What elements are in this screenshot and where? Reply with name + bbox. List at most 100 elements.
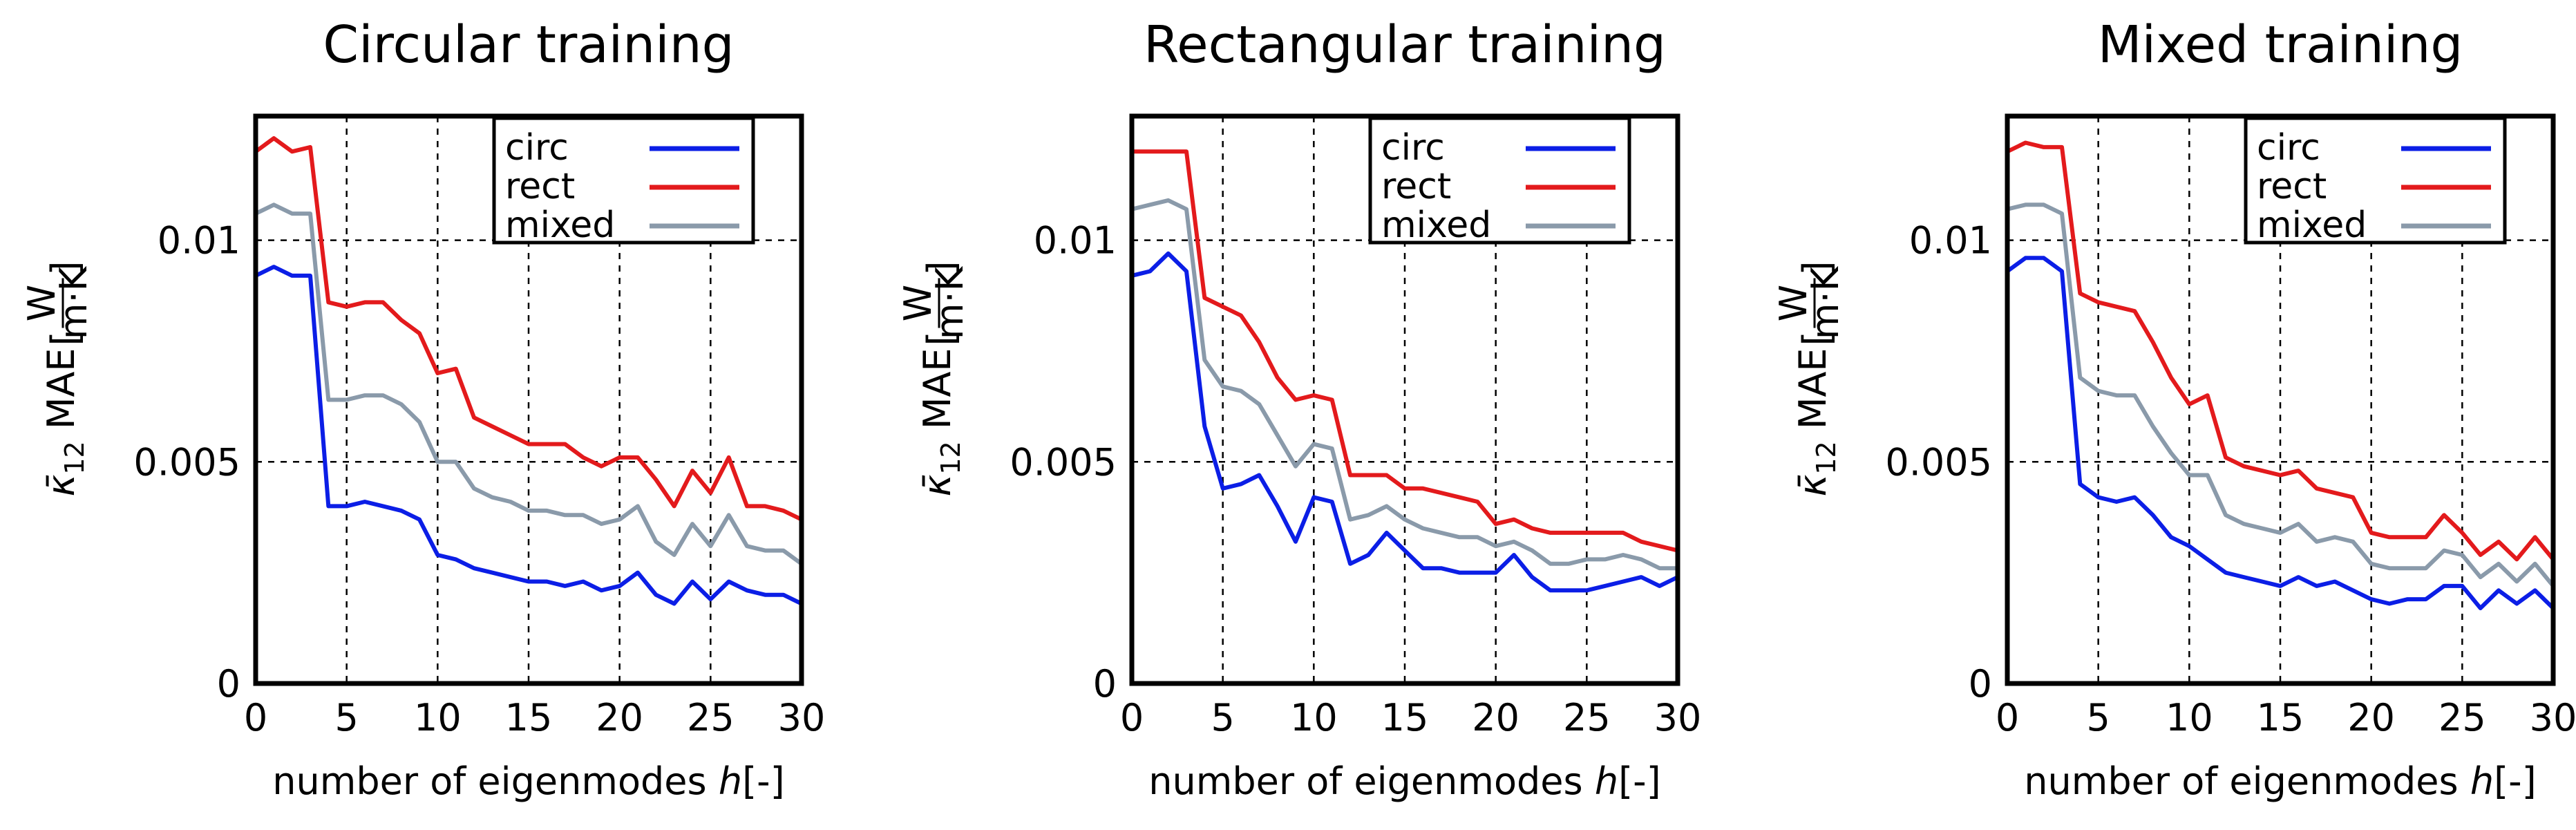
y-tick-label: 0 [217, 662, 240, 706]
series-line-circ [254, 265, 803, 606]
y-axis-label: κ̄12 MAE [ Wm·K] [1772, 261, 1847, 496]
y-axis-label-main: κ̄12 MAE [39, 348, 90, 496]
y-axis-bracket-left: [ [44, 331, 87, 346]
y-axis-label-subscript: 12 [1811, 441, 1841, 474]
chart-panel-2: Rectangular training 0 5 10 15 20 25 30 0 0.005 0.… [896, 15, 1701, 803]
y-tick-label: 0.01 [1909, 219, 1992, 263]
y-axis-label: κ̄12 MAE [ Wm·K] [896, 261, 972, 496]
x-tick-label: 25 [687, 696, 735, 739]
y-tick-label: 0 [1969, 662, 1992, 706]
y-axis-unit-numerator: W [896, 285, 940, 321]
x-tick-label: 15 [1381, 696, 1429, 739]
x-tick-label: 25 [2438, 696, 2486, 739]
y-axis-unit-denominator: m·K [52, 265, 95, 339]
series-line-mixed [1131, 198, 1678, 571]
x-tick-label: 15 [2257, 696, 2304, 739]
series-line-rect [1132, 149, 1678, 553]
x-axis-label-var: h [2470, 760, 2494, 803]
legend-box [2244, 116, 2507, 245]
legend-label-mixed: mixed [1381, 205, 1491, 246]
x-tick-label: 30 [778, 696, 826, 739]
series-line-circ [1131, 251, 1679, 593]
y-axis-label-space [39, 429, 83, 441]
series-line-rect [2006, 140, 2555, 562]
legend-label-mixed: mixed [2257, 205, 2367, 246]
y-axis-unit-numerator: W [1772, 285, 1815, 321]
y-axis-bracket-right: ] [1795, 261, 1839, 275]
x-axis-label-text: number of eigenmodes [2024, 760, 2458, 803]
legend-label-circ: circ [2257, 127, 2320, 169]
x-axis-label-text: number of eigenmodes [1148, 760, 1582, 803]
y-axis-unit-denominator: m·K [928, 265, 972, 339]
y-axis-unit-numerator: W [20, 285, 64, 321]
y-axis-label-mae: MAE [1791, 348, 1835, 429]
y-axis-unit-denominator: m·K [1803, 265, 1847, 339]
y-tick-label: 0.01 [1034, 219, 1117, 263]
y-tick-label: 0.01 [158, 219, 240, 263]
series-line-circ [2006, 256, 2555, 610]
x-tick-label: 10 [1290, 696, 1338, 739]
x-axis-label-unit: [-] [2494, 760, 2537, 803]
x-axis-label-var: h [719, 760, 742, 803]
y-axis-label-space [916, 429, 959, 441]
series-line-rect [254, 136, 803, 522]
x-axis-label: number of eigenmodes h[-] [272, 760, 784, 803]
plot-frame [2005, 113, 2556, 686]
y-axis-label-symbol: κ̄ [1791, 475, 1835, 497]
x-tick-label: 10 [2166, 696, 2213, 739]
y-axis-label-main: κ̄12 MAE [916, 348, 966, 496]
y-axis-label-main: κ̄12 MAE [1791, 348, 1841, 496]
x-tick-label: 5 [1211, 696, 1234, 739]
y-axis-bracket-left: [ [1795, 331, 1839, 346]
x-tick-label: 25 [1563, 696, 1611, 739]
y-axis-label-symbol: κ̄ [39, 475, 83, 497]
x-axis-label-text: number of eigenmodes [272, 760, 706, 803]
legend-label-rect: rect [505, 166, 575, 207]
x-tick-label: 15 [505, 696, 553, 739]
x-axis-label: number of eigenmodes h[-] [2024, 760, 2536, 803]
legend-label-rect: rect [2257, 166, 2327, 207]
x-tick-label: 20 [1472, 696, 1519, 739]
y-tick-label: 0.005 [1010, 440, 1117, 484]
y-axis-label-mae: MAE [39, 348, 83, 429]
x-tick-label: 0 [1120, 696, 1144, 739]
x-tick-label: 30 [1654, 696, 1702, 739]
chart-title: Circular training [323, 15, 734, 75]
y-axis-label: κ̄12 MAE [Wm·K] [20, 261, 95, 496]
legend-box [492, 116, 755, 245]
legend-label-rect: rect [1381, 166, 1451, 207]
x-tick-label: 5 [2086, 696, 2110, 739]
chart-title: Mixed training [2098, 15, 2463, 75]
x-axis-label: number of eigenmodes h[-] [1148, 760, 1660, 803]
legend-box [1368, 116, 1631, 245]
series-line-mixed [2007, 202, 2555, 587]
y-axis-label-space [1791, 429, 1835, 441]
x-axis-label-space [2459, 760, 2470, 803]
y-axis-bracket-right: ] [920, 261, 963, 275]
y-tick-label: 0.005 [133, 440, 240, 484]
plot-frame [253, 113, 804, 686]
plot-frame [1129, 113, 1680, 686]
x-axis-label-var: h [1595, 760, 1618, 803]
y-axis-label-subscript: 12 [59, 441, 90, 474]
x-axis-label-unit: [-] [742, 760, 785, 803]
x-tick-label: 30 [2530, 696, 2576, 739]
y-axis-label-mae: MAE [916, 348, 959, 429]
y-tick-label: 0 [1093, 662, 1117, 706]
chart-panel-1: Circular training 0 5 10 15 20 25 30 0 0.005 0.01 c… [20, 15, 825, 803]
chart-title: Rectangular training [1144, 15, 1666, 75]
x-axis-label-space [1583, 760, 1595, 803]
x-tick-label: 20 [596, 696, 643, 739]
x-tick-label: 0 [244, 696, 267, 739]
y-axis-label-subscript: 12 [936, 441, 966, 474]
legend-label-mixed: mixed [505, 205, 615, 246]
y-axis-bracket-left: [ [920, 331, 963, 346]
series-line-mixed [254, 202, 803, 566]
legend-label-circ: circ [505, 127, 569, 169]
chart-panel-3: Mixed training 0 5 10 15 20 25 30 0 0.005 0.01 circ… [1772, 15, 2576, 803]
x-axis-label-space [707, 760, 719, 803]
x-tick-label: 10 [414, 696, 462, 739]
x-tick-label: 0 [1996, 696, 2019, 739]
y-tick-label: 0.005 [1885, 440, 1992, 484]
